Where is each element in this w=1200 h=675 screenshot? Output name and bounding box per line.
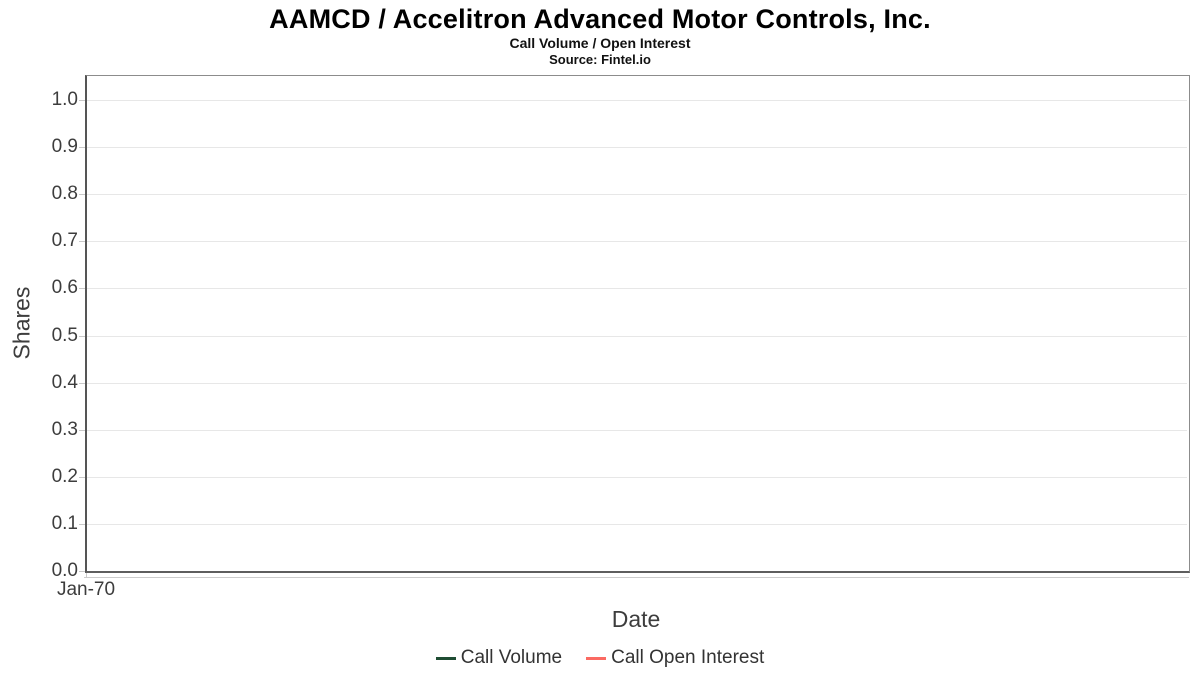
- y-axis-tick-mark: [79, 241, 85, 242]
- y-tick-label: 0.2: [51, 466, 78, 487]
- y-tick-label: 0.6: [51, 277, 78, 298]
- y-axis-tick-mark: [79, 100, 85, 101]
- chart-source: Source: Fintel.io: [549, 52, 651, 67]
- y-axis-tick-mark: [79, 383, 85, 384]
- gridline: [87, 147, 1187, 148]
- chart-title: AAMCD / Accelitron Advanced Motor Contro…: [269, 4, 931, 34]
- legend-line-swatch: [586, 656, 607, 660]
- gridline: [87, 194, 1187, 195]
- y-tick-label: 0.4: [51, 372, 78, 393]
- legend-item: Call Open Interest: [586, 646, 764, 670]
- gridline: [87, 524, 1187, 525]
- y-axis-tick-mark: [79, 288, 85, 289]
- y-axis-tick-mark: [79, 477, 85, 478]
- y-tick-label: 0.1: [51, 513, 78, 534]
- legend-label: Call Open Interest: [611, 647, 765, 668]
- gridline: [87, 383, 1187, 384]
- gridline: [87, 430, 1187, 431]
- y-tick-label: 0.9: [51, 136, 78, 157]
- y-tick-label: 1.0: [51, 89, 78, 110]
- legend-label: Call Volume: [460, 647, 563, 668]
- y-axis-tick-mark: [79, 336, 85, 337]
- x-axis-title: Date: [611, 606, 661, 632]
- x-axis-tick-mark: [86, 573, 87, 578]
- legend-item: Call Volume: [435, 646, 563, 670]
- y-axis-tick-mark: [79, 524, 85, 525]
- x-axis-line: [84, 577, 1189, 578]
- plot-area: [85, 75, 1190, 573]
- gridline: [87, 100, 1187, 101]
- gridline: [87, 241, 1187, 242]
- y-tick-label: 0.7: [51, 230, 78, 251]
- gridline: [87, 336, 1187, 337]
- legend-line-swatch: [435, 656, 456, 660]
- x-tick-label: Jan-70: [56, 579, 116, 600]
- y-tick-label: 0.8: [51, 183, 78, 204]
- y-tick-label: 0.5: [51, 325, 78, 346]
- y-axis-tick-mark: [79, 147, 85, 148]
- legend: Call Volume Call Open Interest: [0, 646, 1200, 670]
- chart-subtitle: Call Volume / Open Interest: [509, 35, 691, 51]
- y-axis-tick-mark: [79, 571, 85, 572]
- y-tick-label: 0.0: [51, 560, 78, 581]
- y-axis-tick-mark: [79, 430, 85, 431]
- gridline: [87, 477, 1187, 478]
- y-axis-tick-mark: [79, 194, 85, 195]
- gridline: [87, 288, 1187, 289]
- y-tick-label: 0.3: [51, 419, 78, 440]
